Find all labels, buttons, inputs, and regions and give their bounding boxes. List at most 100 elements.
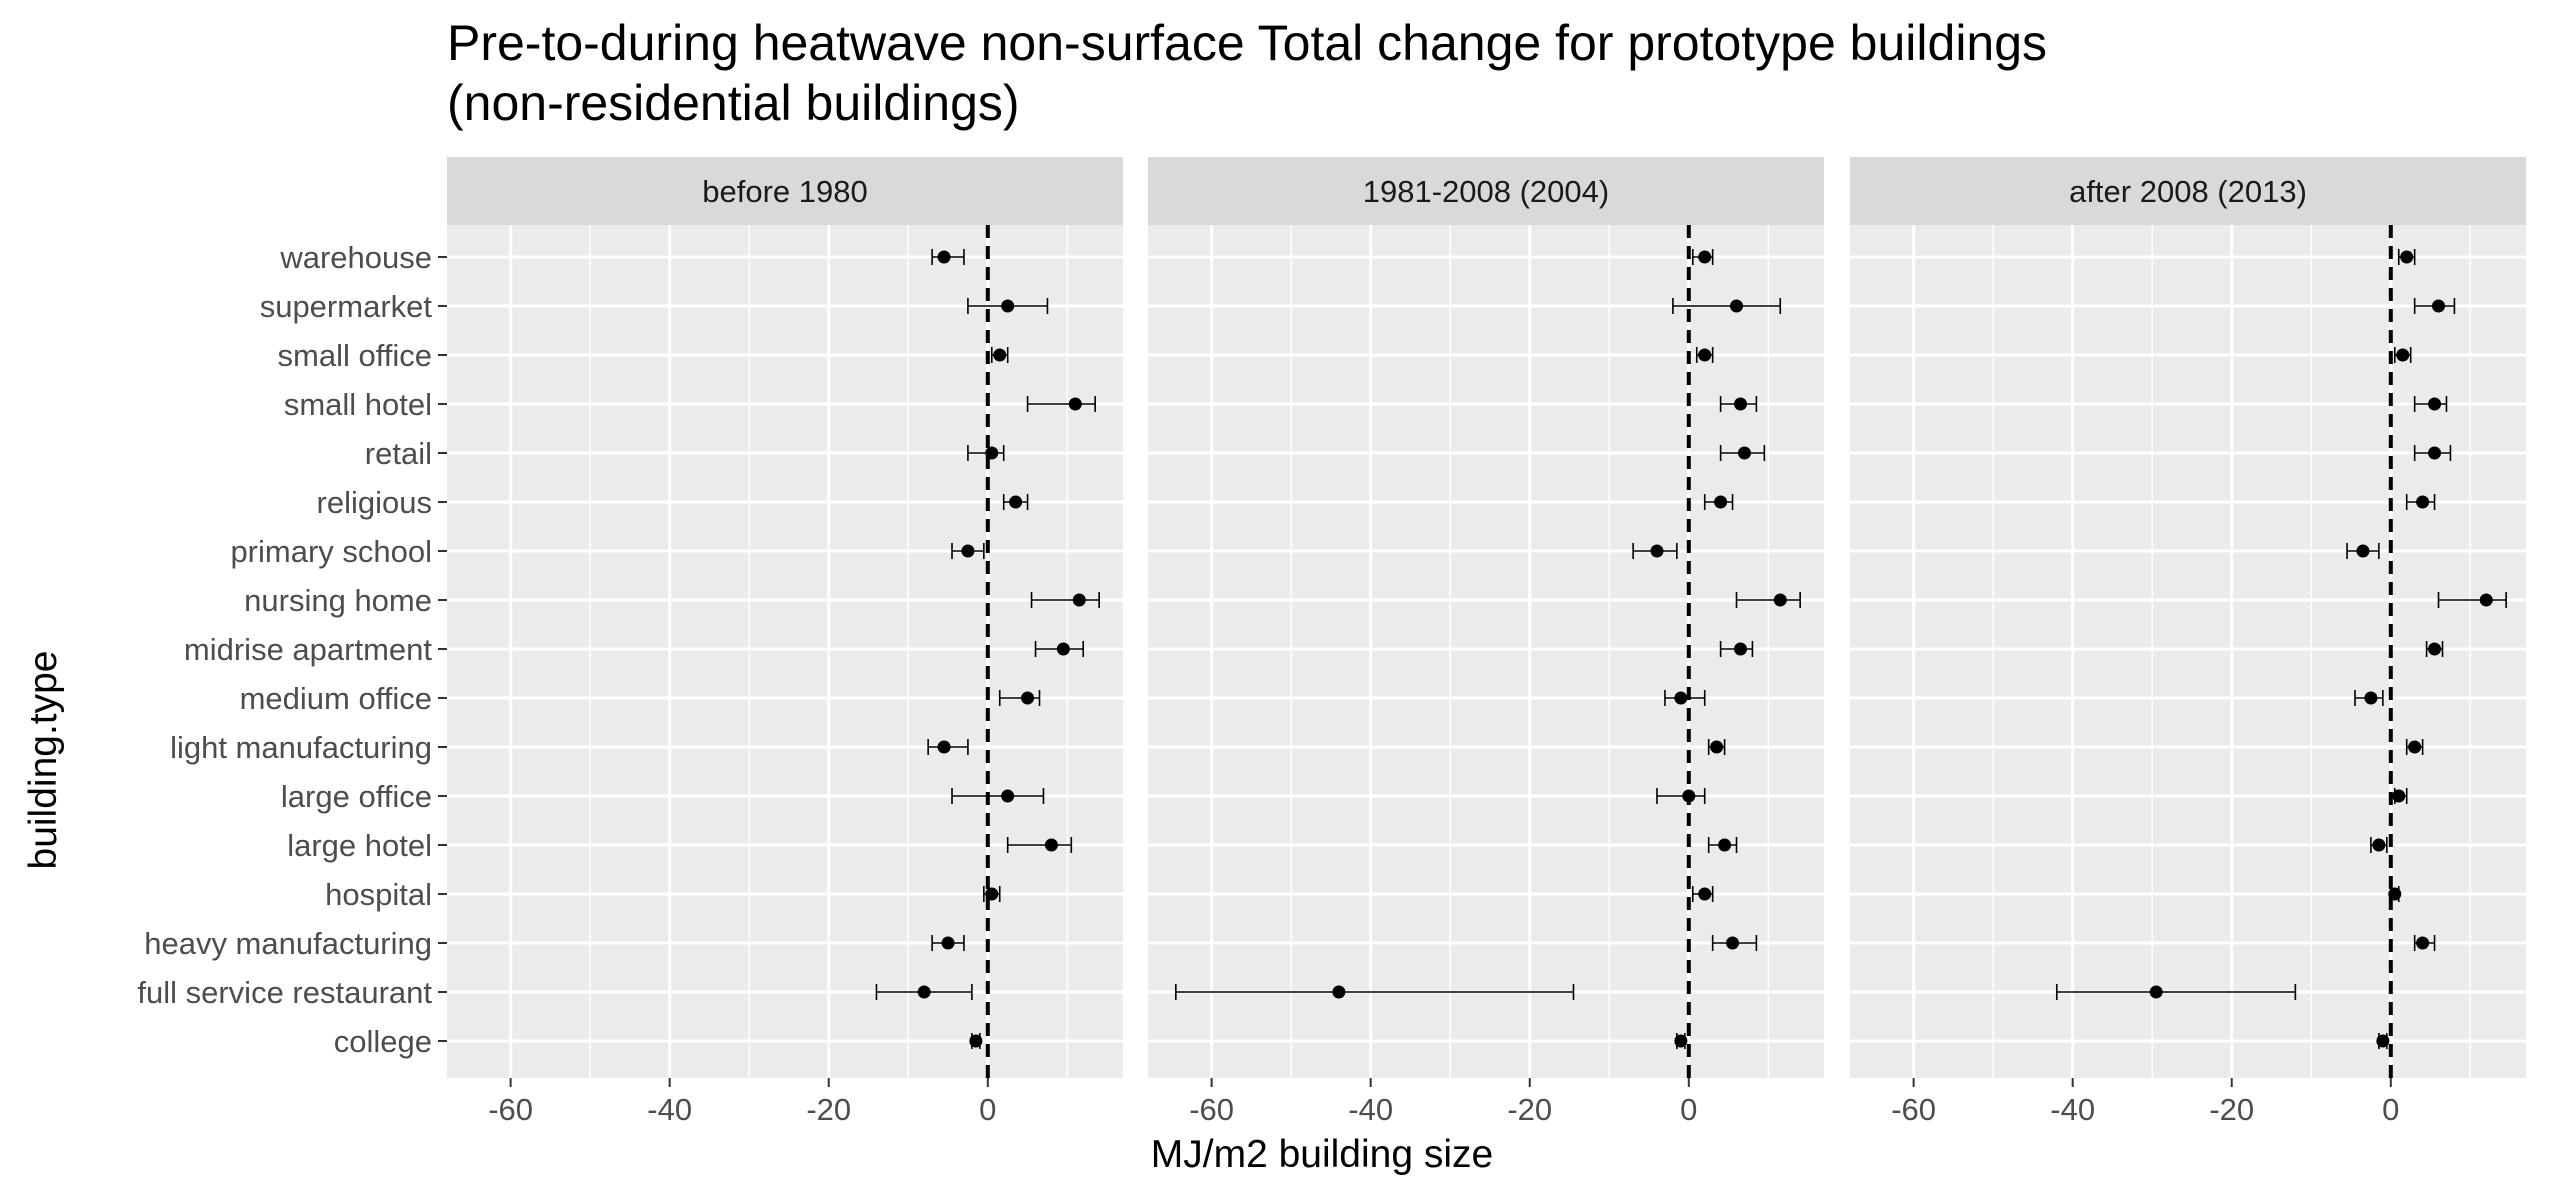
data-point xyxy=(1726,936,1740,950)
error-bar xyxy=(1672,298,1782,314)
y-category-label: religious xyxy=(317,485,432,520)
error-bar xyxy=(1006,837,1073,853)
y-category-label: supermarket xyxy=(260,289,433,324)
data-point xyxy=(2408,740,2422,754)
error-bar xyxy=(1735,592,1801,608)
x-axis-title: MJ/m2 building size xyxy=(1151,1133,1493,1176)
data-point xyxy=(2149,985,2163,999)
x-tick-label: -40 xyxy=(647,1092,692,1127)
y-category-label: primary school xyxy=(230,534,432,569)
data-point xyxy=(2428,397,2442,411)
data-point xyxy=(1698,348,1712,362)
facet-panel-3: after 2008 (2013) -60 -40 -20 0 xyxy=(1850,157,2526,1127)
data-point xyxy=(1714,495,1728,509)
data-point xyxy=(1698,887,1712,901)
y-category-label: small office xyxy=(278,338,433,373)
data-point xyxy=(1056,642,1070,656)
x-tick-label: -40 xyxy=(2050,1092,2095,1127)
x-tick-label: -60 xyxy=(1891,1092,1936,1127)
data-point xyxy=(2372,838,2386,852)
y-category-label: large office xyxy=(281,779,432,814)
x-tick-label: -20 xyxy=(1507,1092,1552,1127)
data-point xyxy=(1332,985,1346,999)
data-point xyxy=(2479,593,2493,607)
error-bar xyxy=(1175,984,1575,1000)
data-point xyxy=(2356,544,2370,558)
data-point xyxy=(2432,299,2446,313)
x-tick-label: -40 xyxy=(1348,1092,1393,1127)
data-point xyxy=(1001,789,1015,803)
data-point xyxy=(1682,789,1696,803)
y-axis-title: building.type xyxy=(22,651,65,870)
data-point xyxy=(2396,348,2410,362)
x-tick-label: 0 xyxy=(979,1092,996,1127)
error-bar xyxy=(1026,396,1096,412)
panel-background xyxy=(1148,225,1824,1078)
y-category-label: heavy manufacturing xyxy=(144,926,432,961)
x-tick-label: -20 xyxy=(806,1092,851,1127)
data-point xyxy=(1044,838,1058,852)
y-category-label: full service restaurant xyxy=(137,975,432,1010)
data-point xyxy=(961,544,975,558)
x-tick-label: -20 xyxy=(2209,1092,2254,1127)
data-point xyxy=(2428,446,2442,460)
chart-title: Pre-to-during heatwave non-surface Total… xyxy=(447,15,2047,71)
data-point xyxy=(1733,397,1747,411)
y-category-label: large hotel xyxy=(287,828,432,863)
error-bar xyxy=(2055,984,2297,1000)
data-point xyxy=(2428,642,2442,656)
data-point xyxy=(993,348,1007,362)
data-point xyxy=(1737,446,1751,460)
facet-strip xyxy=(1148,157,1824,225)
y-category-label: retail xyxy=(365,436,432,471)
data-point xyxy=(1001,299,1015,313)
data-point xyxy=(1650,544,1664,558)
data-point xyxy=(1698,250,1712,264)
facet-strip-label: 1981-2008 (2004) xyxy=(1363,174,1609,209)
data-point xyxy=(1674,1034,1688,1048)
data-point xyxy=(1733,642,1747,656)
data-point xyxy=(1710,740,1724,754)
data-point xyxy=(2376,1034,2390,1048)
data-point xyxy=(2416,495,2430,509)
data-point xyxy=(2392,789,2406,803)
data-point xyxy=(1072,593,1086,607)
y-category-label: light manufacturing xyxy=(170,730,432,765)
error-bar xyxy=(1030,592,1100,608)
y-category-label: hospital xyxy=(325,877,432,912)
x-tick-label: -60 xyxy=(488,1092,533,1127)
data-point xyxy=(1773,593,1787,607)
data-point xyxy=(941,936,955,950)
data-point xyxy=(985,887,999,901)
data-point xyxy=(2388,887,2402,901)
error-bar xyxy=(2437,592,2507,608)
chart-subtitle: (non-residential buildings) xyxy=(447,75,1020,131)
error-bar xyxy=(951,788,1045,804)
data-point xyxy=(1674,691,1688,705)
facet-strip-label: before 1980 xyxy=(702,174,867,209)
data-point xyxy=(1009,495,1023,509)
data-point xyxy=(937,250,951,264)
y-category-label: college xyxy=(334,1024,432,1059)
x-tick-label: -60 xyxy=(1189,1092,1234,1127)
data-point xyxy=(917,985,931,999)
facet-strip xyxy=(447,157,1123,225)
facet-strip xyxy=(1850,157,2526,225)
facet-panel-1: before 1980 -60 -40 -20 0 xyxy=(447,157,1123,1127)
facet-panel-2: 1981-2008 (2004) -60 -40 -20 0 xyxy=(1148,157,1824,1127)
data-point xyxy=(2364,691,2378,705)
y-category-label: warehouse xyxy=(279,240,432,275)
y-category-label: medium office xyxy=(240,681,432,716)
data-point xyxy=(1068,397,1082,411)
data-point xyxy=(937,740,951,754)
data-point xyxy=(1730,299,1744,313)
error-bar xyxy=(1656,788,1706,804)
panel-background xyxy=(1850,225,2526,1078)
y-category-label: small hotel xyxy=(284,387,432,422)
data-point xyxy=(985,446,999,460)
plot-layer: before 1980 -60 -40 -20 0 1981-2008 (2004) -60… xyxy=(137,157,2526,1127)
y-category-label: midrise apartment xyxy=(184,632,432,667)
x-tick-label: 0 xyxy=(1680,1092,1697,1127)
data-point xyxy=(2416,936,2430,950)
